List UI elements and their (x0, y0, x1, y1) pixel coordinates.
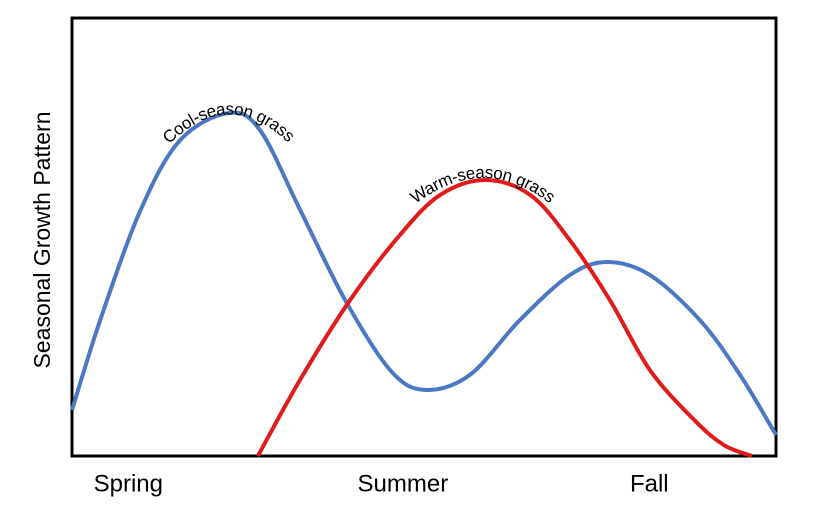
y-axis-label: Seasonal Growth Pattern (29, 112, 55, 369)
x-tick-label: Spring (94, 470, 163, 497)
x-tick-label: Summer (358, 470, 449, 497)
series-line (256, 178, 753, 458)
x-tick-label: Fall (630, 470, 669, 497)
plot-frame (70, 16, 778, 458)
series-line (70, 110, 778, 437)
